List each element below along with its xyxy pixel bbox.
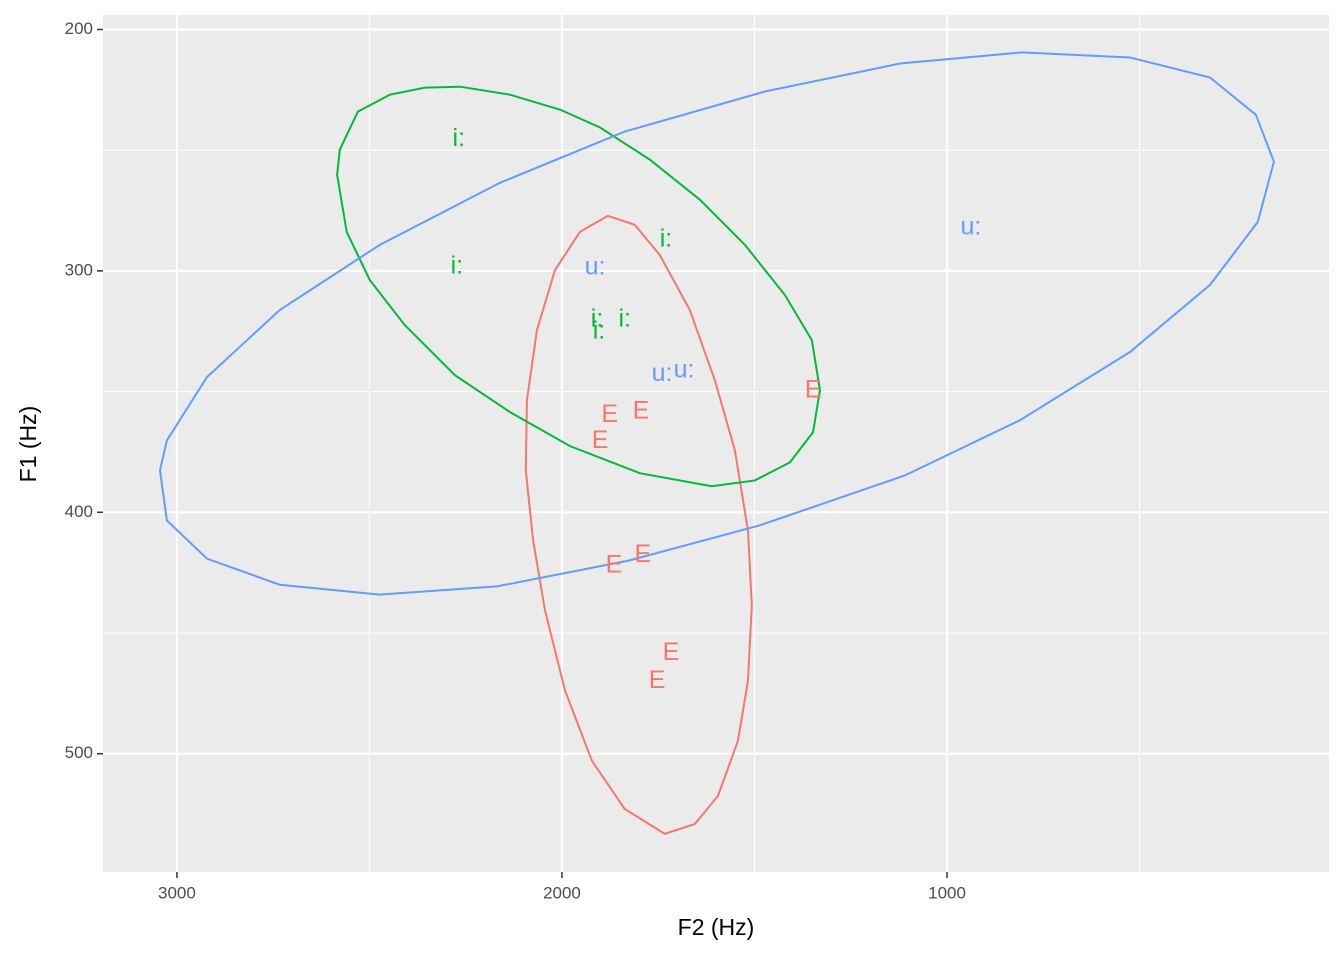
vowel-label: E bbox=[601, 400, 618, 428]
vowel-label: i: bbox=[453, 124, 466, 152]
vowel-label: E bbox=[634, 540, 651, 568]
vowel-label: i: bbox=[591, 305, 604, 333]
vowel-label: u: bbox=[652, 359, 673, 387]
vowel-label: i: bbox=[660, 224, 673, 252]
y-tick-label: 200 bbox=[65, 19, 93, 38]
y-axis-title: F1 (Hz) bbox=[15, 406, 41, 483]
vowel-label: u: bbox=[585, 253, 606, 281]
vowel-label: E bbox=[649, 666, 666, 694]
x-axis-title: F2 (Hz) bbox=[678, 914, 755, 940]
vowel-label: E bbox=[606, 550, 623, 578]
x-tick-label: 3000 bbox=[158, 883, 196, 902]
x-tick-label: 2000 bbox=[543, 883, 581, 902]
vowel-label: E bbox=[663, 638, 680, 666]
vowel-label: i: bbox=[451, 251, 464, 279]
vowel-label: u: bbox=[960, 213, 981, 241]
panel bbox=[103, 15, 1329, 872]
vowel-label: E bbox=[805, 376, 822, 404]
y-tick-label: 400 bbox=[65, 502, 93, 521]
vowel-label: u: bbox=[674, 356, 695, 384]
vowel-label: i: bbox=[593, 317, 606, 345]
vowel-label: i: bbox=[618, 305, 631, 333]
y-tick-label: 500 bbox=[65, 743, 93, 762]
ellipse bbox=[158, 51, 1275, 596]
ellipse bbox=[524, 214, 753, 835]
ellipse bbox=[336, 85, 821, 488]
y-tick-label: 300 bbox=[65, 260, 93, 279]
x-tick-label: 1000 bbox=[928, 883, 966, 902]
vowel-label: E bbox=[592, 426, 609, 454]
vowel-label: E bbox=[633, 397, 650, 425]
